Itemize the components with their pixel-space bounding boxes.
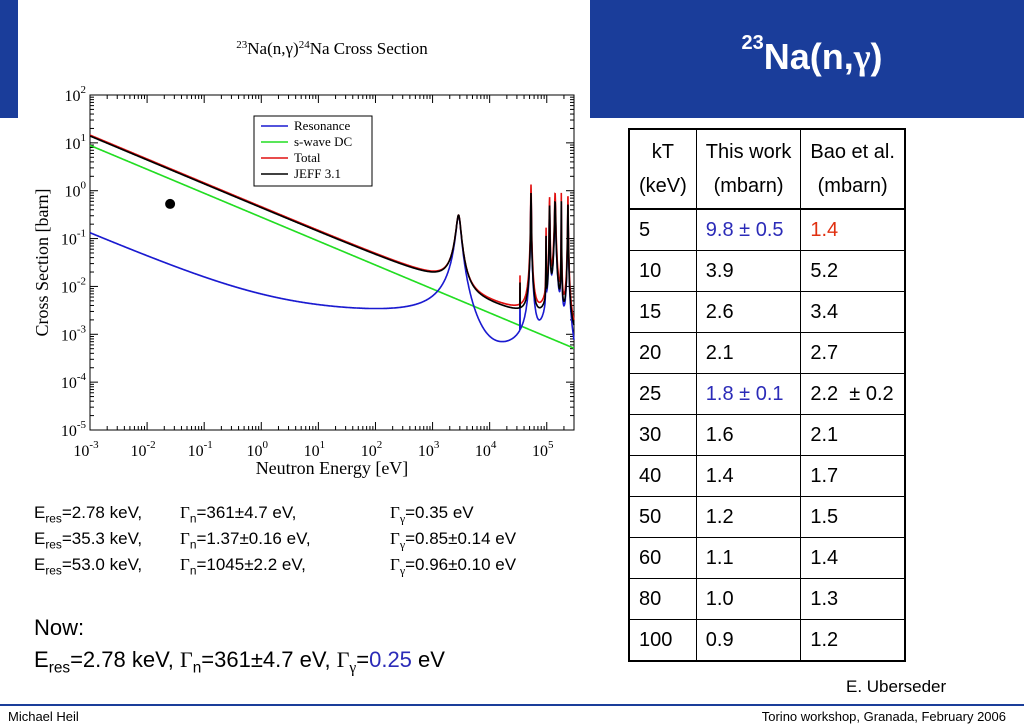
series-jeff31 (89, 135, 575, 326)
table-header-cell: This work (mbarn) (695, 128, 802, 210)
table-cell: 40 (627, 455, 697, 497)
footer-author: Michael Heil (8, 709, 79, 724)
table-row: 15 2.6 3.4 (627, 291, 906, 333)
now-block: Now: Eres=2.78 keV, Γn=361±4.7 eV, Γγ=0.… (34, 612, 445, 684)
table-cell: 1.2 (695, 496, 802, 538)
y-tick-label: 101 (65, 132, 87, 153)
series-resonance (89, 192, 575, 343)
table-cell: 5 (627, 208, 697, 251)
table-cell: 1.6 (695, 414, 802, 456)
legend-label: Resonance (294, 118, 351, 133)
table-cell: 10 (627, 250, 697, 292)
table-cell: 20 (627, 332, 697, 374)
series-total (89, 134, 575, 321)
table-header-cell: kT (keV) (627, 128, 697, 210)
table-cell: 3.9 (695, 250, 802, 292)
now-values: Eres=2.78 keV, Γn=361±4.7 eV, Γγ=0.25 eV (34, 647, 445, 677)
table-cell: 1.8 ± 0.1 (695, 373, 802, 415)
table-row: 80 1.0 1.3 (627, 578, 906, 620)
table-cell: 1.0 (695, 578, 802, 620)
table-cell: 1.3 (800, 578, 906, 620)
table-cell: 50 (627, 496, 697, 538)
table-cell: 80 (627, 578, 697, 620)
legend-label: JEFF 3.1 (294, 166, 341, 181)
now-gamma-value: 0.25 (369, 647, 412, 672)
header-white-panel (18, 0, 590, 118)
x-tick-label: 105 (532, 439, 554, 460)
table-cell: 1.5 (800, 496, 906, 538)
x-tick-label: 10-1 (188, 439, 213, 460)
table-cell: 2.7 (800, 332, 906, 374)
y-tick-label: 10-3 (61, 323, 87, 344)
table-row: 20 2.1 2.7 (627, 332, 906, 374)
table-cell: 15 (627, 291, 697, 333)
x-axis-label: Neutron Energy [eV] (256, 458, 409, 478)
table-cell: 2.2 ± 0.2 (800, 373, 906, 415)
table-cell: 30 (627, 414, 697, 456)
table-cell: 1.2 (800, 619, 906, 662)
table-cell: 1.4 (695, 455, 802, 497)
table-cell: 3.4 (800, 291, 906, 333)
footer: Michael Heil Torino workshop, Granada, F… (0, 704, 1024, 726)
legend-label: Total (294, 150, 321, 165)
table-cell: 1.4 (800, 537, 906, 579)
table-cell: 100 (627, 619, 697, 662)
table-row: 100 0.9 1.2 (627, 619, 906, 662)
y-tick-label: 10-5 (61, 419, 87, 440)
plot-frame (89, 94, 575, 431)
table-row: 25 1.8 ± 0.1 2.2 ± 0.2 (627, 373, 906, 415)
y-tick-label: 10-1 (61, 228, 86, 249)
credit: E. Uberseder (846, 677, 947, 696)
table-header-cell: Bao et al. (mbarn) (800, 128, 906, 210)
table-cell: 1.7 (800, 455, 906, 497)
table-row: 5 9.8 ± 0.5 1.4 (627, 208, 906, 251)
table-cell: 2.6 (695, 291, 802, 333)
x-tick-label: 100 (247, 439, 269, 460)
y-tick-label: 10-4 (61, 371, 87, 392)
table-cell: 25 (627, 373, 697, 415)
x-tick-label: 10-3 (73, 439, 99, 460)
x-tick-label: 101 (304, 439, 326, 460)
table-cell: 60 (627, 537, 697, 579)
legend-label: s-wave DC (294, 134, 352, 149)
x-tick-label: 103 (418, 439, 440, 460)
table-row: 50 1.2 1.5 (627, 496, 906, 538)
x-tick-label: 10-2 (131, 439, 156, 460)
footer-event: Torino workshop, Granada, February 2006 (761, 709, 1006, 724)
cross-section-chart: 23Na(n,γ)24Na Cross Section 10-3 10-2 10-1 1… (32, 39, 575, 478)
now-label: Now: (34, 615, 85, 640)
table-cell: 0.9 (695, 619, 802, 662)
data-point-marker (165, 198, 176, 209)
x-tick-label: 102 (361, 439, 383, 460)
table-row: 60 1.1 1.4 (627, 537, 906, 579)
table-row: 10 3.9 5.2 (627, 250, 906, 292)
table-cell: 9.8 ± 0.5 (695, 208, 802, 251)
series-swave-dc (89, 144, 575, 349)
table-cell: 1.4 (800, 208, 906, 251)
slide-title: 23Na(n,γ) (741, 32, 883, 77)
table-row: 30 1.6 2.1 (627, 414, 906, 456)
y-tick-label: 102 (65, 84, 87, 105)
table-row: 40 1.4 1.7 (627, 455, 906, 497)
table-cell: 2.1 (800, 414, 906, 456)
table-cell: 5.2 (800, 250, 906, 292)
chart-title: 23Na(n,γ)24Na Cross Section (236, 39, 428, 58)
table-cell: 1.1 (695, 537, 802, 579)
table-cell: 2.1 (695, 332, 802, 374)
cross-section-table: kT (keV) This work (mbarn) Bao et al. (mbarn)… (627, 128, 906, 662)
y-tick-label: 100 (65, 180, 87, 201)
table-header-row: kT (keV) This work (mbarn) Bao et al. (mbarn) (627, 128, 906, 210)
y-tick-label: 10-2 (61, 275, 86, 296)
x-tick-label: 104 (475, 439, 497, 460)
y-axis-label: Cross Section [barn] (32, 189, 52, 337)
